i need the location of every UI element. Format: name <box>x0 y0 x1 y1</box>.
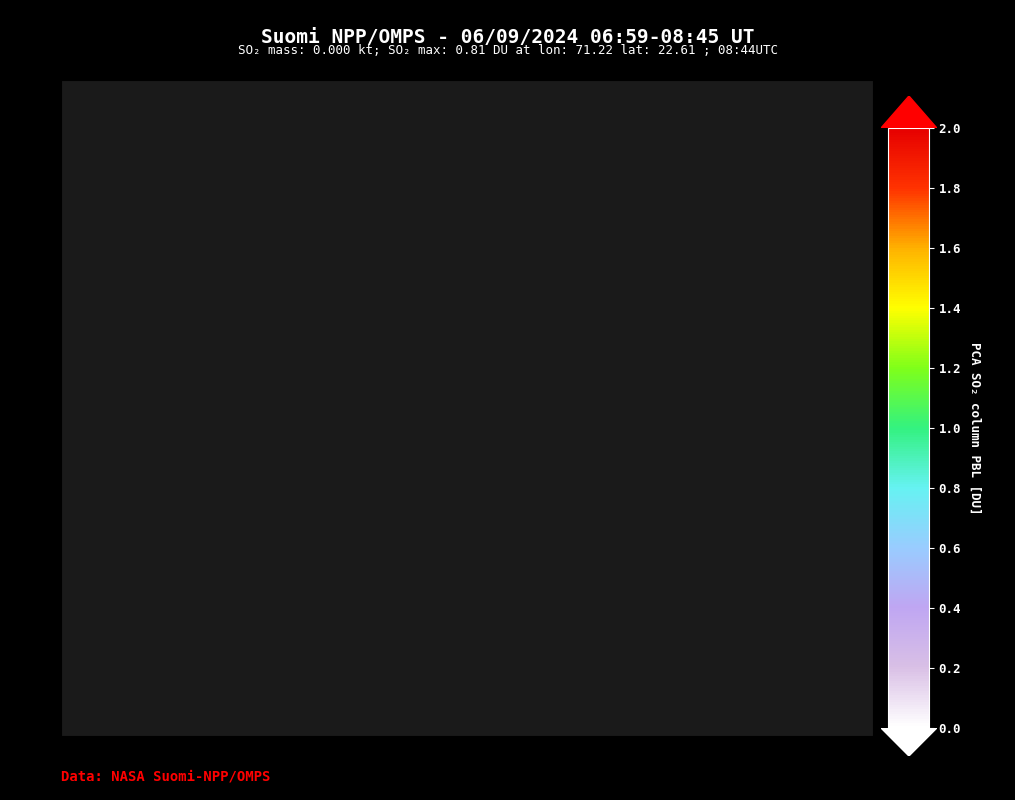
Text: Suomi NPP/OMPS - 06/09/2024 06:59-08:45 UT: Suomi NPP/OMPS - 06/09/2024 06:59-08:45 … <box>261 28 754 47</box>
Polygon shape <box>881 728 937 756</box>
Y-axis label: PCA SO₂ column PBL [DU]: PCA SO₂ column PBL [DU] <box>968 342 982 514</box>
Polygon shape <box>881 96 937 128</box>
Text: Data: NASA Suomi-NPP/OMPS: Data: NASA Suomi-NPP/OMPS <box>61 770 270 784</box>
Text: SO₂ mass: 0.000 kt; SO₂ max: 0.81 DU at lon: 71.22 lat: 22.61 ; 08:44UTC: SO₂ mass: 0.000 kt; SO₂ max: 0.81 DU at … <box>238 44 777 57</box>
